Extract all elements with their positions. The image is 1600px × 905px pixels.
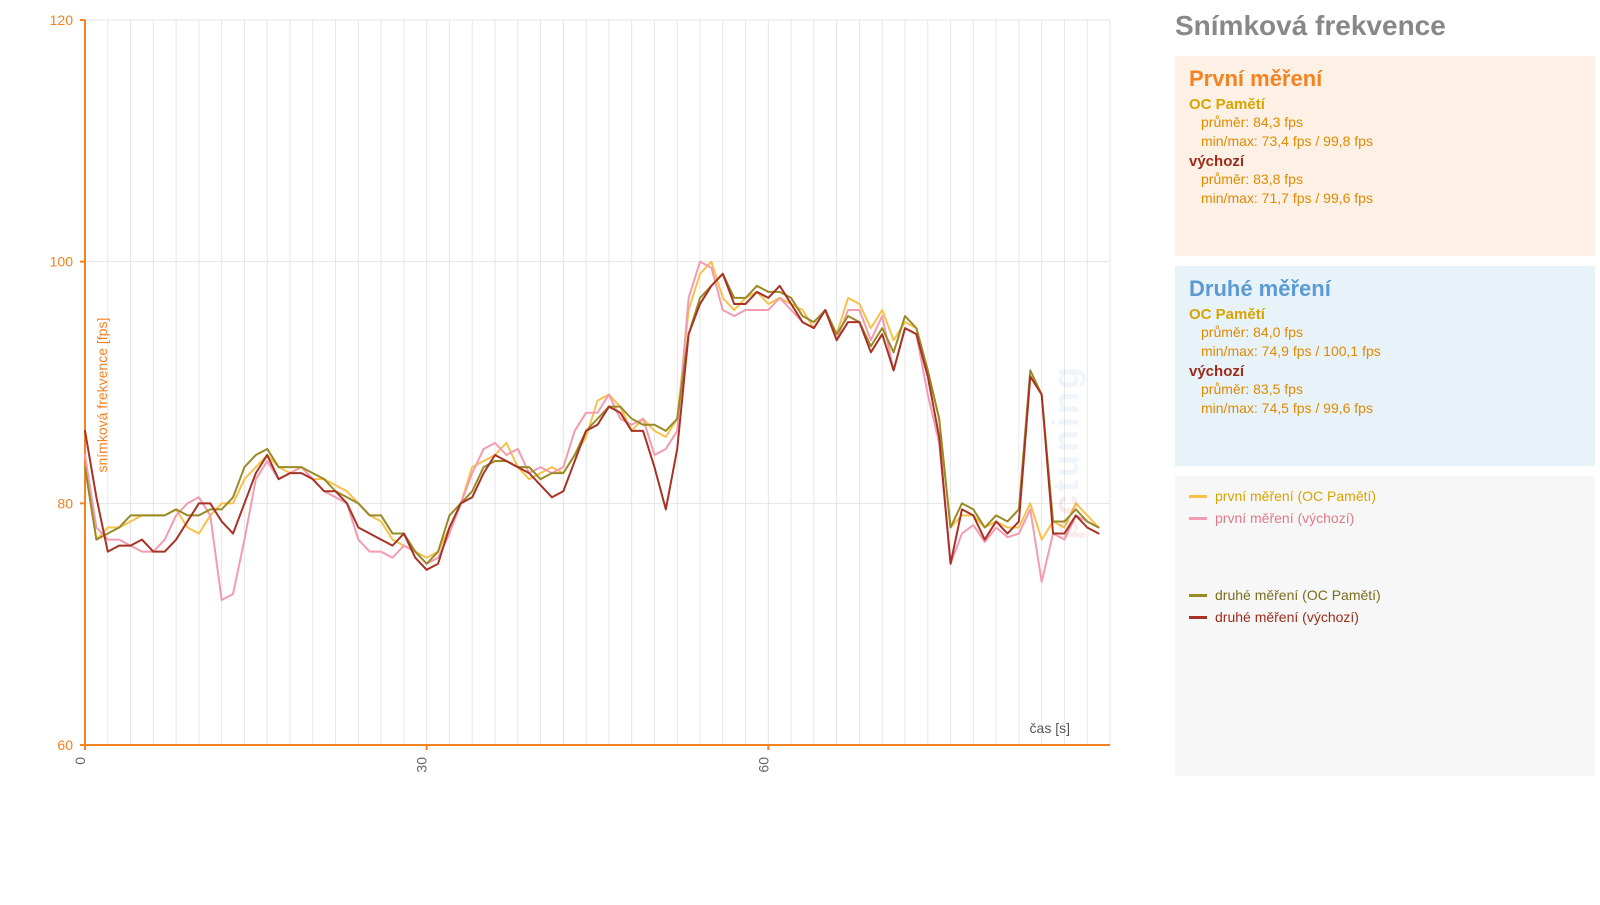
- panel2-oc-minmax: min/max: 74,9 fps / 100,1 fps: [1189, 342, 1581, 361]
- panel2-oc-avg: průměr: 84,0 fps: [1189, 323, 1581, 342]
- sidebar-title: Snímková frekvence: [1175, 10, 1595, 42]
- panel1-oc-minmax: min/max: 73,4 fps / 99,8 fps: [1189, 132, 1581, 151]
- panel1-oc-name: OC Pamětí: [1189, 96, 1581, 113]
- svg-text:snímková frekvence [fps]: snímková frekvence [fps]: [94, 318, 110, 473]
- chart-svg: 60 80 100 120 0 30 60 snímková frekvence [fps] č…: [30, 10, 1160, 790]
- legend-label: první měření (OC Pamětí): [1215, 488, 1376, 504]
- panel1-title: První měření: [1189, 66, 1581, 92]
- panel2-title: Druhé měření: [1189, 276, 1581, 302]
- legend-row: první měření (OC Pamětí): [1189, 488, 1581, 504]
- legend-panel: první měření (OC Pamětí) první měření (vý…: [1175, 476, 1595, 776]
- legend-label: první měření (výchozí): [1215, 510, 1354, 526]
- panel1-def-avg: průměr: 83,8 fps: [1189, 170, 1581, 189]
- svg-text:60: 60: [755, 757, 771, 773]
- svg-text:60: 60: [57, 737, 73, 753]
- panel-second-measurement: Druhé měření OC Pamětí průměr: 84,0 fps …: [1175, 266, 1595, 466]
- panel2-def-avg: průměr: 83,5 fps: [1189, 380, 1581, 399]
- legend-swatch: [1189, 594, 1207, 597]
- svg-text:120: 120: [50, 12, 74, 28]
- panel2-def-name: výchozí: [1189, 363, 1581, 380]
- panel2-oc-name: OC Pamětí: [1189, 306, 1581, 323]
- legend-row: první měření (výchozí): [1189, 510, 1581, 526]
- svg-text:čas [s]: čas [s]: [1030, 720, 1070, 736]
- panel1-def-minmax: min/max: 71,7 fps / 99,6 fps: [1189, 189, 1581, 208]
- legend-swatch: [1189, 517, 1207, 520]
- svg-text:100: 100: [50, 254, 74, 270]
- panel-first-measurement: První měření OC Pamětí průměr: 84,3 fps …: [1175, 56, 1595, 256]
- line-chart: 60 80 100 120 0 30 60 snímková frekvence [fps] č…: [30, 10, 1160, 790]
- legend-row: druhé měření (výchozí): [1189, 609, 1581, 625]
- panel1-def-name: výchozí: [1189, 153, 1581, 170]
- legend-label: druhé měření (výchozí): [1215, 609, 1359, 625]
- svg-text:0: 0: [72, 757, 88, 765]
- svg-text:80: 80: [57, 495, 73, 511]
- panel2-def-minmax: min/max: 74,5 fps / 99,6 fps: [1189, 399, 1581, 418]
- legend-swatch: [1189, 616, 1207, 619]
- legend-label: druhé měření (OC Pamětí): [1215, 587, 1381, 603]
- legend-swatch: [1189, 495, 1207, 498]
- panel1-oc-avg: průměr: 84,3 fps: [1189, 113, 1581, 132]
- svg-text:30: 30: [414, 757, 430, 773]
- legend-row: druhé měření (OC Pamětí): [1189, 587, 1581, 603]
- sidebar: Snímková frekvence První měření OC Pamět…: [1175, 10, 1595, 776]
